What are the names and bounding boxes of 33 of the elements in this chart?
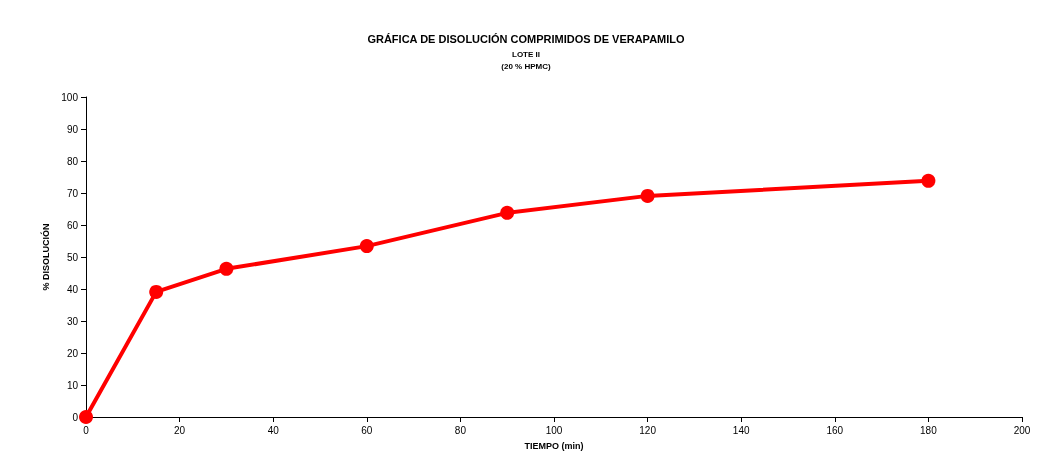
y-tick-label: 70 (66, 187, 79, 199)
x-tick-label: 0 (83, 424, 90, 436)
y-tick-label: 0 (72, 411, 79, 423)
y-tick-label: 100 (61, 91, 79, 103)
y-tick-label: 60 (66, 219, 79, 231)
x-tick-label: 180 (920, 424, 938, 436)
x-tick-label: 140 (732, 424, 750, 436)
x-tick-label: 120 (639, 424, 657, 436)
x-tick-label: 200 (1013, 424, 1031, 436)
point (640, 188, 655, 203)
x-axis-title: TIEMPO (min) (524, 440, 584, 451)
point (921, 173, 936, 188)
chart-title: GRÁFICA DE DISOLUCIÓN COMPRIMIDOS DE VERAPAMILO (367, 32, 686, 45)
x-tick-label: 80 (454, 424, 467, 436)
y-tick-label: 50 (66, 251, 79, 263)
point (79, 410, 93, 424)
point (500, 205, 515, 220)
x-tick-label: 40 (267, 424, 280, 436)
point (219, 261, 234, 276)
y-tick-label: 80 (66, 155, 79, 167)
y-axis-title: % DISOLUCIÓN (39, 223, 51, 291)
y-tick-label: 90 (66, 123, 79, 135)
y-tick-label: 40 (66, 283, 79, 295)
point (359, 239, 374, 254)
x-tick-label: 160 (826, 424, 844, 436)
x-tick-label: 20 (174, 424, 186, 436)
x-tick-label: 100 (545, 424, 563, 436)
chart-subtitle: LOTE II (20 % HPMC) (501, 49, 551, 71)
x-tick-label: 60 (361, 424, 373, 436)
y-tick-label: 10 (66, 379, 79, 391)
y-tick-label: 30 (66, 315, 79, 327)
point (149, 284, 164, 299)
y-tick-label: 20 (66, 347, 79, 359)
